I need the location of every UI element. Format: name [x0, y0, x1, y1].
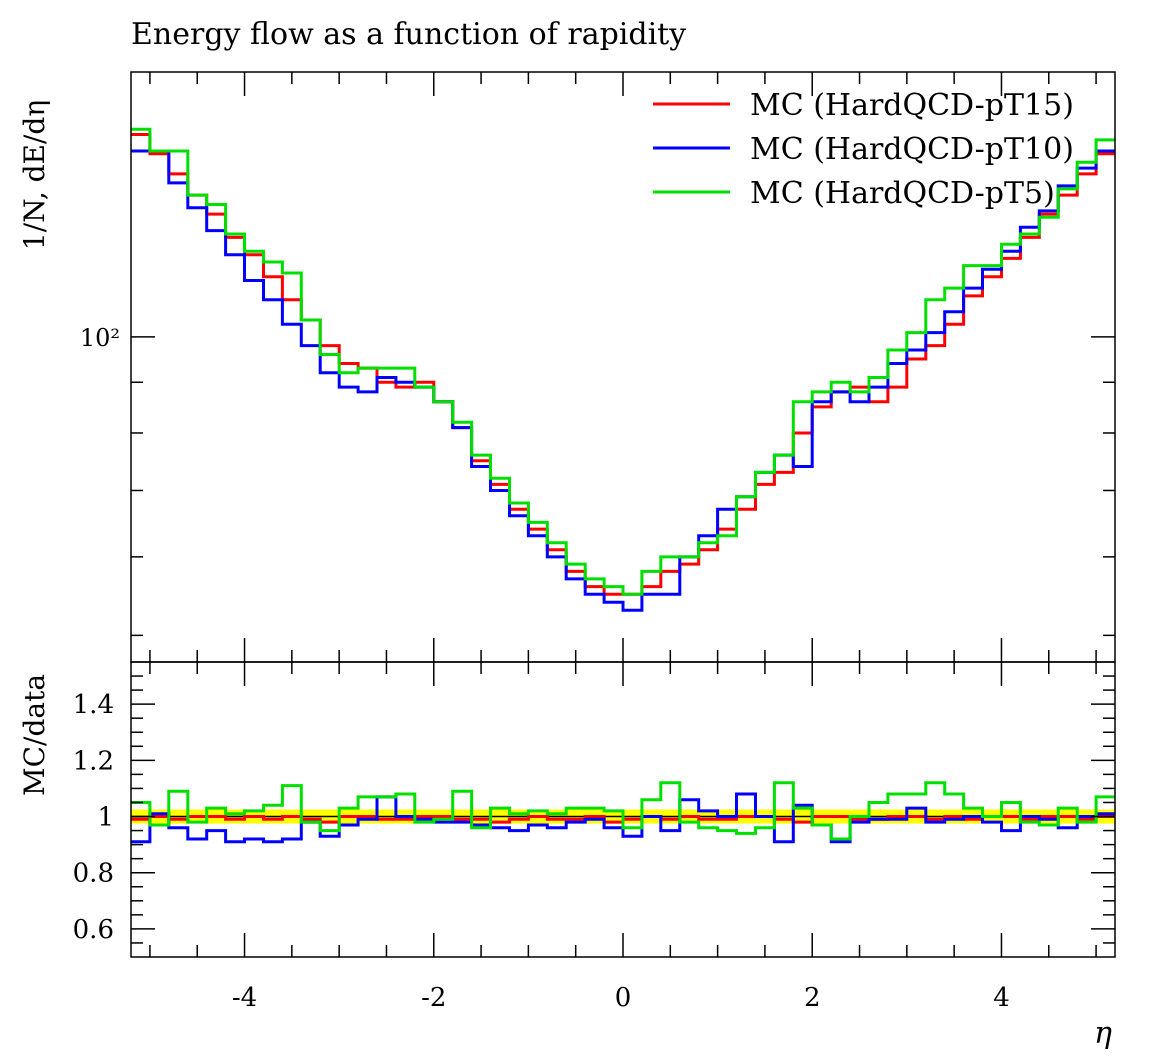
- legend-label-1: MC (HardQCD-pT10): [750, 132, 1074, 167]
- main-series-group: [131, 127, 1115, 612]
- ratio-y-tick-label: 1.2: [73, 746, 114, 776]
- main-ticks: [131, 72, 1115, 662]
- ratio-series-line-1: [131, 792, 1115, 844]
- main-y-axis-label: 1/N, dE/dη: [18, 100, 51, 250]
- x-tick-label: 4: [993, 983, 1010, 1013]
- x-axis-label: η: [1094, 1016, 1112, 1051]
- ratio-series-group: [131, 781, 1115, 844]
- legend-label-0: MC (HardQCD-pT15): [750, 88, 1074, 123]
- x-tick-label: 2: [804, 983, 821, 1013]
- ratio-y-tick-label: 1: [97, 803, 114, 833]
- chart-title: Energy flow as a function of rapidity: [131, 17, 686, 52]
- ratio-frame: [130, 661, 1116, 958]
- ratio-y-tick-label: 0.8: [73, 859, 114, 889]
- x-tick-label: -4: [232, 983, 257, 1013]
- ratio-y-axis-label: MC/data: [18, 674, 51, 796]
- ratio-y-tick-label: 0.6: [73, 915, 114, 945]
- ratio-series-line-2: [131, 781, 1115, 841]
- legend: MC (HardQCD-pT15) MC (HardQCD-pT10) MC (Ha…: [653, 88, 1074, 211]
- ratio-y-tick-label: 1.4: [73, 690, 114, 720]
- x-tick-label: 0: [615, 983, 632, 1013]
- x-tick-label: -2: [421, 983, 446, 1013]
- main-series-line-2: [131, 127, 1115, 596]
- main-series-line-1: [131, 149, 1115, 612]
- main-panel: 10² 1/N, dE/dη: [18, 71, 1116, 663]
- main-y-tick-label: 10²: [80, 324, 120, 352]
- ratio-panel: -4 -2 0 2 4 0.6 0.8 1 1.2 1.4 MC/data η: [18, 661, 1116, 1051]
- ratio-ticks: -4 -2 0 2 4 0.6 0.8 1 1.2 1.4: [73, 662, 1115, 1013]
- legend-label-2: MC (HardQCD-pT5): [750, 176, 1055, 211]
